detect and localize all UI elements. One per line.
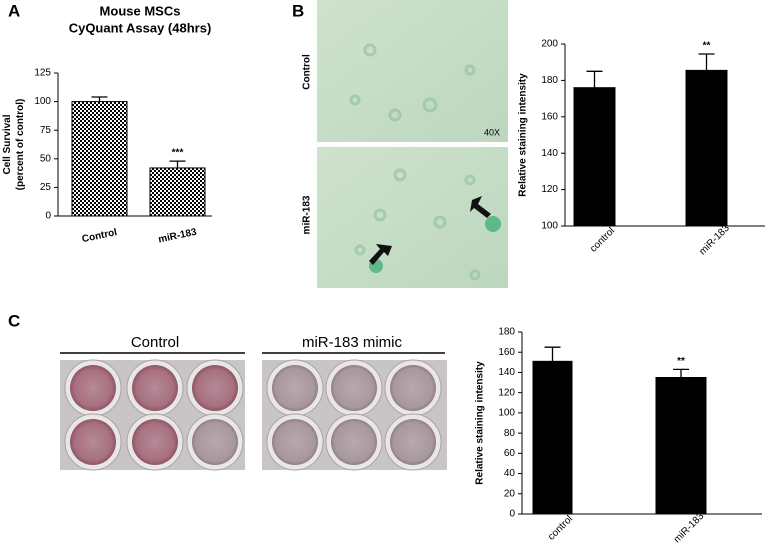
y-tick-label: 100 [34,96,51,107]
y-tick-label: 140 [541,148,558,159]
y-tick-label: 60 [504,448,516,459]
bar [655,377,707,515]
panel-letter: C [8,311,20,330]
arrow [369,244,392,265]
micrograph [317,0,508,142]
y-tick-label: 25 [40,182,52,193]
x-tick-label: miR-183 [157,227,198,246]
y-tick-label: 160 [498,347,515,358]
panel-letter: A [8,1,20,20]
y-tick-label: 100 [498,408,515,419]
well [272,365,318,411]
significance: ** [677,356,685,367]
y-axis-label: Cell Survival [2,114,13,174]
bar [532,360,573,515]
image-label: miR-183 mimic [302,334,403,351]
error-bar [586,70,603,88]
error-bar [169,160,186,168]
y-tick-label: 200 [541,39,558,50]
y-tick-label: 50 [40,153,52,164]
x-tick-label: control [546,514,575,543]
wells [64,359,442,471]
well [192,419,238,465]
y-tick-label: 160 [541,111,558,122]
chart-subtitle: CyQuant Assay (48hrs) [69,20,212,35]
well [390,419,436,465]
micrograph [317,147,508,288]
x-tick-label: Control [81,227,118,245]
well [192,365,238,411]
x-tick-label: miR-183 [697,223,732,258]
well [70,419,116,465]
significance: *** [172,148,184,159]
magnification: 40X [484,127,500,137]
y-tick-label: 80 [504,428,516,439]
y-tick-label: 40 [504,468,516,479]
x-tick-label: control [588,226,617,255]
error-bar [698,53,715,71]
bar [685,69,728,227]
well [132,365,178,411]
well [132,419,178,465]
image-label: Control [302,54,313,90]
well [70,365,116,411]
error-bar [673,368,689,378]
y-tick-label: 100 [541,221,558,232]
y-tick-label: 120 [541,184,558,195]
y-axis-label: (percent of control) [15,99,26,191]
y-tick-label: 0 [509,509,515,520]
error-bar [91,96,108,102]
image-label: miR-183 [302,195,313,234]
y-axis-label: Relative staining intensity [518,73,529,197]
y-tick-label: 180 [541,75,558,86]
bar [71,101,128,217]
x-tick-label: miR-183 [672,511,707,546]
panel-letter: B [292,1,304,20]
error-bar [544,346,561,362]
significance: ** [703,41,711,52]
y-tick-label: 20 [504,488,516,499]
y-tick-label: 125 [34,68,51,79]
bar [573,87,616,227]
y-tick-label: 120 [498,387,515,398]
image-label: Control [131,334,179,351]
cells [349,43,481,281]
bar [149,167,206,217]
y-tick-label: 75 [40,125,52,136]
well [331,419,377,465]
y-axis-label: Relative staining intensity [475,361,486,485]
stained-cell [485,216,501,232]
well [331,365,377,411]
arrow [470,196,491,218]
well [272,419,318,465]
y-tick-label: 140 [498,367,515,378]
chart-title: Mouse MSCs [100,3,181,18]
y-tick-label: 0 [45,211,51,222]
well [390,365,436,411]
y-tick-label: 180 [498,327,515,338]
